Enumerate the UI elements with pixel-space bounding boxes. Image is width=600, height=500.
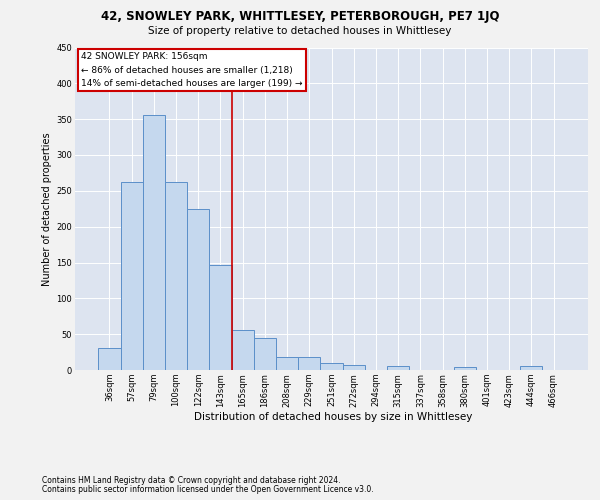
- Bar: [98, 348, 121, 370]
- Bar: [232, 330, 254, 370]
- Bar: [121, 182, 143, 370]
- Bar: [387, 366, 409, 370]
- Text: Contains public sector information licensed under the Open Government Licence v3: Contains public sector information licen…: [42, 485, 374, 494]
- Bar: [187, 209, 209, 370]
- Text: 42, SNOWLEY PARK, WHITTLESEY, PETERBOROUGH, PE7 1JQ: 42, SNOWLEY PARK, WHITTLESEY, PETERBOROU…: [101, 10, 499, 23]
- Bar: [276, 357, 298, 370]
- Bar: [209, 264, 232, 370]
- Text: Size of property relative to detached houses in Whittlesey: Size of property relative to detached ho…: [148, 26, 452, 36]
- Text: Distribution of detached houses by size in Whittlesey: Distribution of detached houses by size …: [194, 412, 472, 422]
- Text: 42 SNOWLEY PARK: 156sqm
← 86% of detached houses are smaller (1,218)
14% of semi: 42 SNOWLEY PARK: 156sqm ← 86% of detache…: [81, 52, 302, 88]
- Bar: [320, 363, 343, 370]
- Bar: [165, 182, 187, 370]
- Bar: [254, 338, 276, 370]
- Bar: [143, 115, 165, 370]
- Bar: [454, 367, 476, 370]
- Bar: [298, 357, 320, 370]
- Text: Contains HM Land Registry data © Crown copyright and database right 2024.: Contains HM Land Registry data © Crown c…: [42, 476, 341, 485]
- Bar: [343, 365, 365, 370]
- Y-axis label: Number of detached properties: Number of detached properties: [42, 132, 52, 286]
- Bar: [520, 366, 542, 370]
